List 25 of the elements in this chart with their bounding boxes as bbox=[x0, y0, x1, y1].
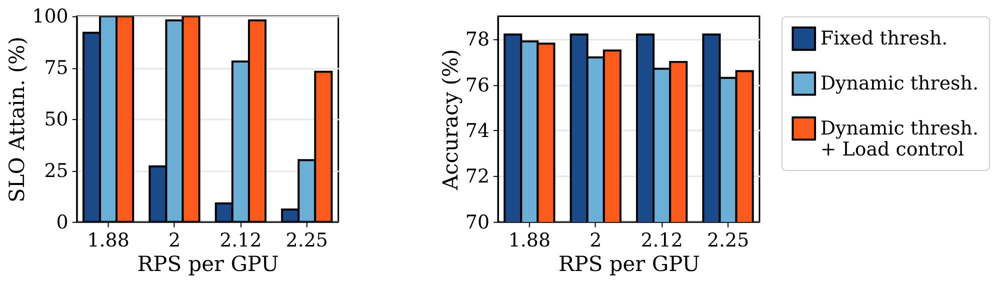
y-tick-label: 25 bbox=[44, 160, 68, 182]
x-tick-label: 2.25 bbox=[706, 229, 750, 252]
x-tick-label: 2.12 bbox=[640, 229, 683, 252]
x-tick-label: 1.88 bbox=[87, 229, 130, 252]
legend-label: Dynamic thresh. bbox=[820, 72, 978, 95]
x-tick-label: 2.25 bbox=[286, 229, 328, 252]
x-axis-title: RPS per GPU bbox=[558, 252, 700, 276]
y-axis-title: SLO Attain. (%) bbox=[5, 36, 30, 202]
x-axis-title: RPS per GPU bbox=[137, 252, 279, 276]
x-tick-label: 2 bbox=[590, 229, 602, 252]
legend-label: Fixed thresh. bbox=[820, 28, 948, 50]
y-tick-label: 75 bbox=[44, 57, 68, 80]
x-tick-label: 2 bbox=[168, 229, 181, 252]
y-tick-label: 70 bbox=[465, 211, 490, 234]
y-axis-title: Accuracy (%) bbox=[438, 49, 462, 192]
y-tick-label: 78 bbox=[465, 28, 490, 51]
y-tick-label: 0 bbox=[56, 211, 68, 234]
x-tick-label: 1.88 bbox=[508, 229, 551, 252]
x-tick-label: 2.12 bbox=[220, 229, 262, 252]
y-tick-label: 74 bbox=[465, 120, 490, 142]
legend-label: Dynamic thresh. + Load control bbox=[820, 118, 978, 160]
y-tick-label: 72 bbox=[465, 166, 490, 188]
y-tick-label: 50 bbox=[44, 108, 68, 131]
y-tick-label: 76 bbox=[465, 74, 490, 96]
y-tick-label: 100 bbox=[32, 6, 68, 28]
